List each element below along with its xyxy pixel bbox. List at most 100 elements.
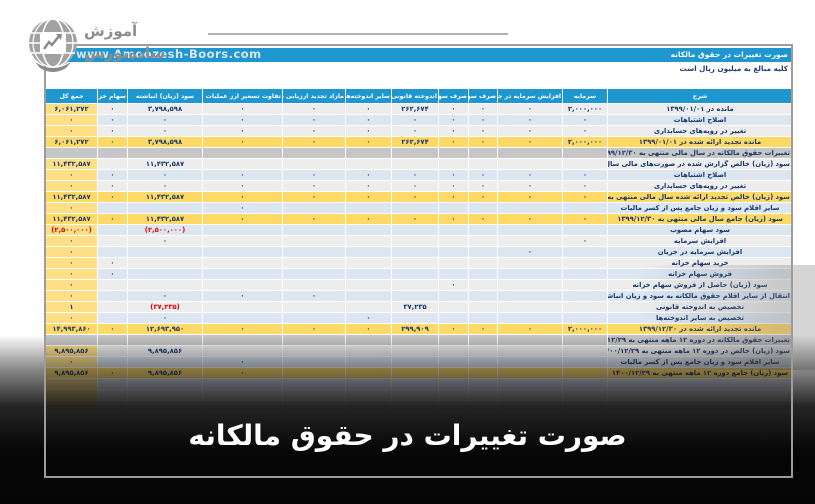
table-cell: ۰	[391, 213, 439, 225]
row-label: سود (زیان) خالص تجدید ارائه شده سال مالی…	[607, 191, 793, 203]
table-cell	[345, 147, 392, 159]
table-cell	[562, 301, 608, 313]
table-cell: ۰	[438, 103, 469, 115]
table-cell: ۰	[97, 136, 128, 148]
table-row: خرید سهام خزانه ۰ ۰	[45, 257, 793, 269]
table-cell	[345, 301, 392, 313]
table-cell: ۰	[391, 169, 439, 181]
table-cell	[202, 235, 283, 247]
table-cell	[97, 224, 128, 236]
table-row: مانده در ۱۳۹۹/۰۱/۰۱ ۲,۰۰۰,۰۰۰ ۰ ۰ ۰ ۲۶۲,۶۷۴ ۰ ۰…	[45, 103, 793, 115]
table-cell: ۶,۰۶۱,۲۷۲	[45, 103, 98, 115]
table-cell: ۰	[468, 125, 498, 137]
table-cell: ۰	[345, 312, 392, 324]
row-label: افزایش سرمایه در جریان	[607, 246, 793, 258]
table-cell	[282, 268, 346, 280]
table-cell	[97, 279, 128, 291]
table-cell: ۳,۷۹۸,۵۹۸	[127, 103, 203, 115]
table-cell: ۰	[438, 279, 469, 291]
table-cell: ۰	[282, 169, 346, 181]
table-cell	[345, 246, 392, 258]
table-cell: ۰	[202, 180, 283, 192]
table-cell: ۱۱,۴۳۲,۵۸۷	[45, 213, 98, 225]
table-cell: ۰	[562, 114, 608, 126]
table-cell	[202, 312, 283, 324]
table-cell	[468, 257, 498, 269]
table-cell: ۰	[468, 213, 498, 225]
table-cell: ۰	[497, 323, 563, 335]
table-cell: ۰	[468, 180, 498, 192]
table-cell	[438, 147, 469, 159]
table-cell	[391, 224, 439, 236]
table-cell	[97, 202, 128, 214]
table-cell: ۰	[562, 125, 608, 137]
table-cell	[282, 246, 346, 258]
table-cell	[497, 312, 563, 324]
table-cell: ۰	[202, 202, 283, 214]
table-cell	[282, 202, 346, 214]
table-cell: ۰	[127, 169, 203, 181]
table-cell: ۰	[438, 125, 469, 137]
table-cell	[438, 158, 469, 170]
table-cell: ۰	[391, 191, 439, 203]
row-label: تغییرات حقوق مالکانه در سال مالی منتهی ب…	[607, 147, 793, 159]
table-cell	[345, 279, 392, 291]
row-label: مانده در ۱۳۹۹/۰۱/۰۱	[607, 103, 793, 115]
column-header: سایر اندوخته‌ها	[345, 88, 392, 104]
table-cell	[497, 224, 563, 236]
table-cell	[497, 147, 563, 159]
table-cell: ۰	[45, 235, 98, 247]
table-cell	[562, 290, 608, 302]
table-cell	[562, 246, 608, 258]
table-cell	[202, 257, 283, 269]
sheet-subtitle: کلیه مبالغ به میلیون ریال است	[44, 62, 793, 76]
table-cell: ۰	[45, 268, 98, 280]
table-cell	[345, 268, 392, 280]
table-cell	[97, 290, 128, 302]
table-cell	[202, 224, 283, 236]
table-row: مانده تجدید ارائه شده در ۱۳۹۹/۱۲/۳۰۲,۰۰۰…	[45, 323, 793, 335]
table-cell: ۰	[45, 114, 98, 126]
row-label: مانده تجدید ارائه شده در ۱۳۹۹/۱۲/۳۰	[607, 323, 793, 335]
logo-divider-line	[208, 33, 508, 35]
table-cell	[202, 279, 283, 291]
table-cell: ۱۲,۶۹۳,۹۵۰	[127, 323, 203, 335]
table-cell	[282, 257, 346, 269]
table-cell	[97, 235, 128, 247]
table-cell	[97, 158, 128, 170]
table-row: تخصیص به اندوخته قانونی۳۷,۲۳۵(۳۷,۲۳۵)۱	[45, 301, 793, 313]
table-cell: ۰	[497, 191, 563, 203]
table-cell: ۰	[562, 191, 608, 203]
table-cell: ۲۶۲,۶۷۴	[391, 136, 439, 148]
table-row: سایر اقلام سود و زیان جامع پس از کسر مال…	[45, 202, 793, 214]
column-header: سود (زیان) انباشته	[127, 88, 203, 104]
table-cell	[562, 279, 608, 291]
table-cell: ۲,۰۰۰,۰۰۰	[562, 103, 608, 115]
logo-wordmark: آموزش ساده‌بورس	[84, 22, 166, 62]
table-cell	[282, 279, 346, 291]
table-cell	[562, 257, 608, 269]
table-cell: ۰	[497, 125, 563, 137]
table-cell: ۱	[45, 301, 98, 313]
table-cell: ۰	[127, 180, 203, 192]
table-cell	[438, 290, 469, 302]
row-label: تغییر در رویه‌های حسابداری	[607, 125, 793, 137]
table-cell: ۰	[45, 169, 98, 181]
table-cell: ۰	[468, 103, 498, 115]
table-cell: ۰	[202, 213, 283, 225]
table-cell: ۰	[97, 125, 128, 137]
table-cell: ۰	[497, 136, 563, 148]
table-cell	[127, 246, 203, 258]
table-cell: ۱۱,۴۳۲,۵۸۷	[45, 191, 98, 203]
table-cell: ۲۶۲,۶۷۴	[391, 103, 439, 115]
table-cell: ۰	[497, 213, 563, 225]
table-cell: ۰	[127, 114, 203, 126]
table-cell	[202, 268, 283, 280]
table-cell	[497, 268, 563, 280]
table-cell: ۱۱,۴۳۲,۵۸۷	[45, 158, 98, 170]
table-cell: ۰	[202, 103, 283, 115]
table-cell	[562, 224, 608, 236]
row-label: سود سهام مصوب	[607, 224, 793, 236]
table-cell: ۰	[45, 202, 98, 214]
